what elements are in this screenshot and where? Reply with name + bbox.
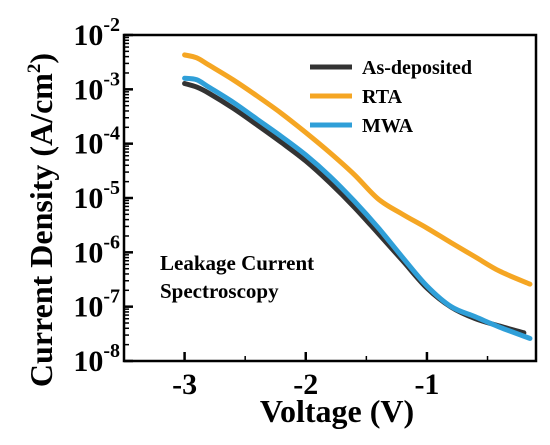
x-axis-title: Voltage (V) [260,393,414,429]
legend: As-deposited RTA MWA [310,57,472,137]
x-tick-label-0: -3 [172,368,197,401]
y-tick-base-4: 10 [73,128,103,161]
y-tick-base-2: 10 [73,236,103,269]
legend-label-as-deposited: As-deposited [362,57,472,79]
plot-frame [122,33,538,363]
legend-label-rta: RTA [362,86,403,108]
y-axis-title: Current Density (A/cm2) [23,53,59,387]
x-tick-label-1: -2 [293,368,318,401]
svg-text:Current Density (A/cm2): Current Density (A/cm2) [23,53,59,387]
y-tick-base-1: 10 [73,291,103,324]
y-tick-label-2: 10-6 [73,231,120,269]
annotation: Leakage Current Spectroscopy [160,251,314,303]
y-tick-exp-2: -6 [103,231,120,253]
annotation-line-2: Spectroscopy [160,279,279,303]
annotation-line-1: Leakage Current [160,251,314,275]
y-tick-label-0: 10-8 [73,340,120,378]
y-tick-exp-4: -4 [103,123,120,145]
y-tick-label-1: 10-7 [73,286,120,324]
legend-label-mwa: MWA [362,115,414,137]
series-line-mwa [182,75,533,341]
y-axis-title-end: ) [23,53,59,64]
y-tick-exp-1: -7 [103,286,120,308]
series-line-rta [182,52,533,287]
y-axis-title-main: Current Density (A/cm [23,73,59,387]
y-tick-exp-0: -8 [103,340,120,362]
y-axis-title-sup: 2 [24,64,45,74]
y-tick-exp-3: -5 [103,177,120,199]
y-tick-base-5: 10 [73,73,103,106]
y-tick-base-3: 10 [73,182,103,215]
y-tick-exp-6: -2 [103,14,120,36]
y-tick-base-0: 10 [73,345,103,378]
y-tick-label-3: 10-5 [73,177,120,215]
plot-layer: 10-810-710-610-510-410-310-2-3 -2 -1 [73,14,533,401]
y-tick-base-6: 10 [73,19,103,52]
y-tick-label-5: 10-3 [73,68,120,106]
x-tick-label-2: -1 [414,368,439,401]
y-tick-exp-5: -3 [103,68,120,90]
y-tick-label-6: 10-2 [73,14,120,52]
y-tick-label-4: 10-4 [73,123,120,161]
